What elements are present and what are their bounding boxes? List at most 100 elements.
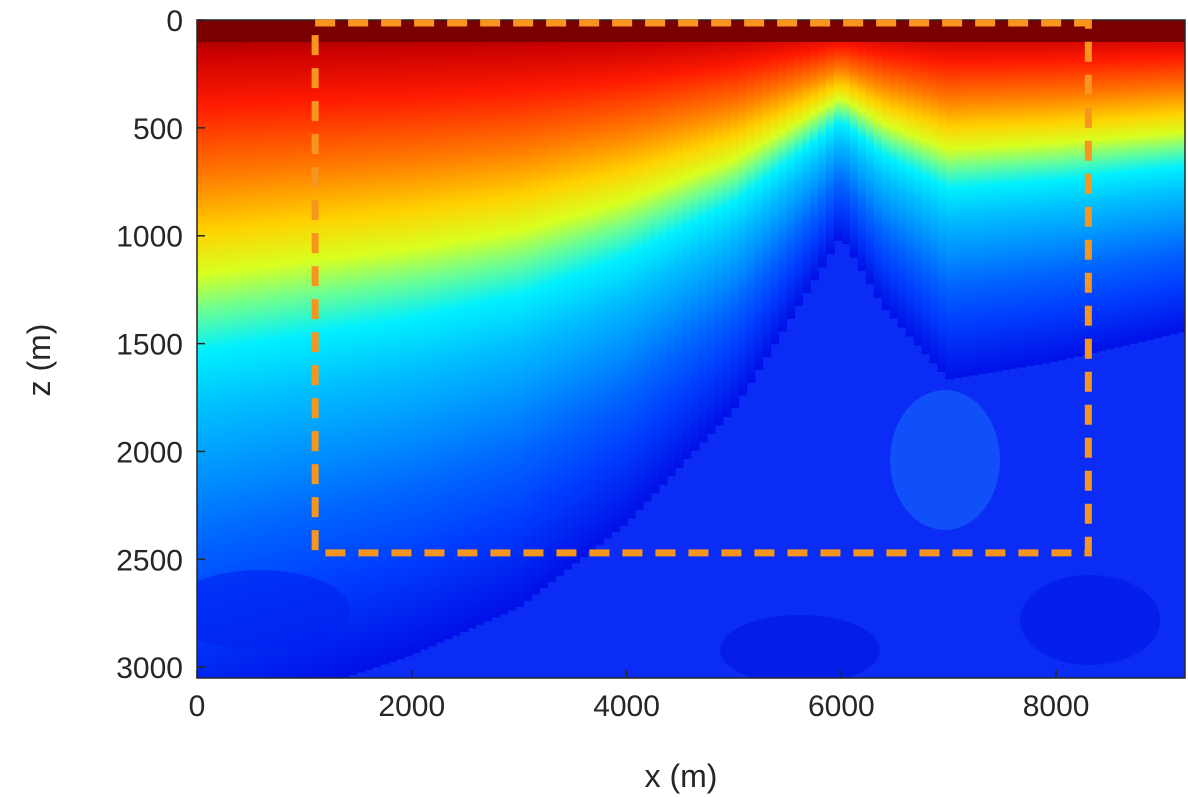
field-strip bbox=[953, 20, 963, 379]
field-strip bbox=[849, 20, 859, 258]
field-strip bbox=[523, 20, 533, 601]
field-strip bbox=[236, 20, 246, 678]
field-strip bbox=[1120, 20, 1130, 346]
field-strip bbox=[268, 20, 278, 678]
field-strip bbox=[762, 20, 772, 358]
field-strip bbox=[427, 20, 437, 647]
field-strip bbox=[1104, 20, 1114, 350]
field-strip bbox=[1128, 20, 1138, 344]
field-strip bbox=[865, 20, 875, 285]
field-strip bbox=[746, 20, 756, 383]
y-axis: 0 500 1000 1500 2000 2500 3000 bbox=[116, 5, 205, 685]
field-strip bbox=[730, 20, 740, 409]
y-tick-label: 1000 bbox=[116, 221, 183, 254]
field-strip bbox=[754, 20, 764, 370]
field-strip bbox=[921, 20, 931, 355]
field-strip bbox=[873, 20, 883, 298]
field-strip bbox=[570, 20, 580, 564]
x-tick-label: 4000 bbox=[593, 690, 660, 723]
field-strip bbox=[794, 20, 804, 306]
field-strip bbox=[1033, 20, 1043, 365]
deep-blob-1 bbox=[197, 570, 350, 650]
field-strip bbox=[323, 20, 333, 678]
y-tick-label: 3000 bbox=[116, 652, 183, 685]
field-strip bbox=[1025, 20, 1035, 367]
field-strip bbox=[961, 20, 971, 377]
field-strip bbox=[881, 20, 891, 310]
field-strip bbox=[650, 20, 660, 494]
field-strip bbox=[1112, 20, 1122, 348]
field-strip bbox=[491, 20, 501, 618]
annotation-box bbox=[311, 19, 1092, 557]
dome-blob bbox=[890, 390, 1000, 530]
field-strip bbox=[347, 20, 357, 676]
field-strip bbox=[1160, 20, 1170, 337]
field-strip bbox=[387, 20, 397, 662]
field-strip bbox=[674, 20, 684, 468]
field-strip bbox=[722, 20, 732, 418]
field-strip bbox=[339, 20, 349, 678]
field-strip bbox=[467, 20, 477, 629]
field-strip bbox=[602, 20, 612, 539]
y-axis-label: z (m) bbox=[21, 324, 57, 397]
field-strip bbox=[738, 20, 748, 396]
field-strip bbox=[985, 20, 995, 373]
field-strip bbox=[1049, 20, 1059, 363]
field-strip bbox=[618, 20, 628, 526]
heatmap-field bbox=[197, 20, 1185, 678]
field-strip bbox=[443, 20, 453, 640]
field-strip bbox=[252, 20, 262, 678]
field-strip bbox=[419, 20, 429, 650]
x-tick-label: 0 bbox=[189, 690, 206, 723]
field-strip bbox=[993, 20, 1003, 372]
field-strip bbox=[403, 20, 413, 657]
x-axis-label: x (m) bbox=[645, 758, 718, 794]
field-strip bbox=[857, 20, 867, 271]
field-strip bbox=[634, 20, 644, 510]
field-strip bbox=[810, 20, 819, 281]
field-strip bbox=[969, 20, 979, 376]
field-strip bbox=[355, 20, 365, 673]
field-strip bbox=[1136, 20, 1146, 342]
x-axis: 0 2000 4000 6000 8000 bbox=[189, 670, 1090, 723]
field-strip bbox=[212, 20, 222, 678]
field-strip bbox=[1072, 20, 1082, 357]
field-strip bbox=[1009, 20, 1019, 369]
x-tick-label: 6000 bbox=[808, 690, 875, 723]
field-strip bbox=[586, 20, 596, 551]
field-strip bbox=[411, 20, 421, 654]
field-strip bbox=[547, 20, 557, 582]
field-strip bbox=[841, 20, 851, 245]
field-strip bbox=[802, 20, 812, 294]
field-strip bbox=[563, 20, 572, 570]
field-strip bbox=[284, 20, 294, 678]
field-strip bbox=[459, 20, 469, 632]
field-strip bbox=[1017, 20, 1027, 368]
field-strip bbox=[228, 20, 238, 678]
x-tick-label: 2000 bbox=[378, 690, 445, 723]
field-strip bbox=[204, 20, 214, 678]
field-strip bbox=[331, 20, 341, 678]
field-strip bbox=[929, 20, 939, 364]
field-strip bbox=[778, 20, 788, 332]
field-strip bbox=[539, 20, 549, 589]
field-strip bbox=[475, 20, 485, 625]
field-top-band bbox=[197, 20, 1185, 42]
field-strip bbox=[435, 20, 445, 643]
field-strip bbox=[937, 20, 947, 373]
field-strip bbox=[276, 20, 286, 678]
field-strip bbox=[594, 20, 604, 545]
field-strip bbox=[977, 20, 987, 375]
x-tick-label: 8000 bbox=[1023, 690, 1090, 723]
field-strip bbox=[371, 20, 381, 668]
field-strip bbox=[499, 20, 509, 615]
field-strip bbox=[1152, 20, 1162, 339]
field-strip bbox=[507, 20, 517, 611]
field-strip bbox=[300, 20, 310, 678]
field-strip bbox=[578, 20, 588, 558]
field-strip bbox=[1144, 20, 1154, 340]
field-strip bbox=[913, 20, 923, 346]
field-strip bbox=[1001, 20, 1011, 371]
field-strip bbox=[825, 20, 835, 255]
